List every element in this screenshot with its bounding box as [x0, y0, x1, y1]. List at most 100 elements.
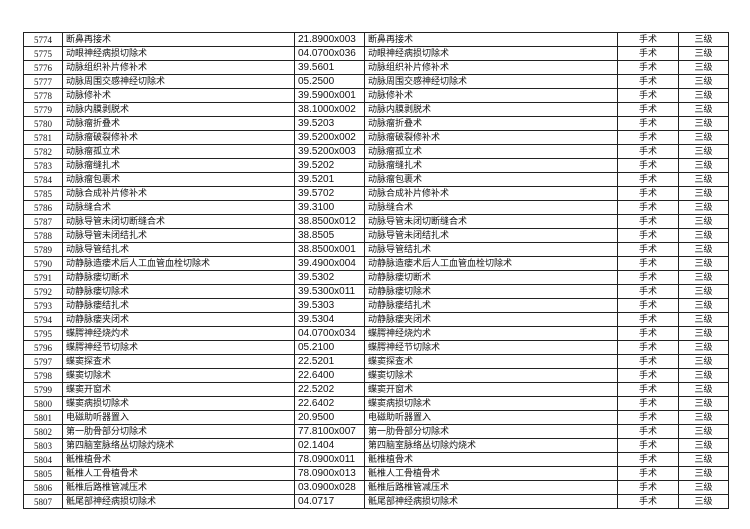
grade: 三级: [678, 340, 729, 355]
procedure-name-alt: 动静脉造瘘术后人工血管血栓切除术: [364, 256, 618, 271]
grade: 三级: [678, 60, 729, 75]
table-row: 5782 动脉瘤孤立术 39.5200x003 动脉瘤孤立术 手术 三级: [23, 144, 729, 159]
table-row: 5779 动脉内膜剥脱术 38.1000x002 动脉内膜剥脱术 手术 三级: [23, 102, 729, 117]
procedure-name-alt: 动脉瘤缝扎术: [364, 158, 618, 173]
procedure-code: 05.2500: [294, 74, 365, 89]
procedure-name: 动脉瘤缝扎术: [62, 158, 295, 173]
table-row: 5775 动眼神经病损切除术 04.0700x036 动眼神经病损切除术 手术 三级: [23, 46, 729, 61]
procedure-name-alt: 骶椎人工骨植骨术: [364, 466, 618, 481]
table-row: 5774 断鼻再接术 21.8900x003 断鼻再接术 手术 三级: [23, 32, 729, 47]
table-row: 5800 蝶窦病损切除术 22.6402 蝶窦病损切除术 手术 三级: [23, 396, 729, 411]
procedure-code: 77.8100x007: [294, 424, 365, 439]
procedure-name-alt: 动眼神经病损切除术: [364, 46, 618, 61]
procedure-name-alt: 动脉导管结扎术: [364, 242, 618, 257]
row-number: 5781: [23, 130, 63, 145]
table-row: 5776 动脉组织补片修补术 39.5601 动脉组织补片修补术 手术 三级: [23, 60, 729, 75]
category: 手术: [617, 200, 679, 215]
procedure-code: 22.5202: [294, 382, 365, 397]
procedure-name-alt: 第一肋骨部分切除术: [364, 424, 618, 439]
table-row: 5789 动脉导管结扎术 38.8500x001 动脉导管结扎术 手术 三级: [23, 242, 729, 257]
category: 手术: [617, 438, 679, 453]
row-number: 5790: [23, 256, 63, 271]
procedure-code: 22.6400: [294, 368, 365, 383]
procedure-name: 动脉缝合术: [62, 200, 295, 215]
procedure-name: 蝶腭神经烧灼术: [62, 326, 295, 341]
row-number: 5794: [23, 312, 63, 327]
category: 手术: [617, 88, 679, 103]
procedure-code: 04.0700x036: [294, 46, 365, 61]
row-number: 5779: [23, 102, 63, 117]
row-number: 5783: [23, 158, 63, 173]
table-row: 5781 动脉瘤破裂修补术 39.5200x002 动脉瘤破裂修补术 手术 三级: [23, 130, 729, 145]
procedure-code: 21.8900x003: [294, 32, 365, 47]
procedure-code: 22.5201: [294, 354, 365, 369]
grade: 三级: [678, 494, 729, 509]
table-row: 5796 蝶腭神经节切除术 05.2100 蝶腭神经节切除术 手术 三级: [23, 340, 729, 355]
procedure-name-alt: 蝶窦开窗术: [364, 382, 618, 397]
row-number: 5804: [23, 452, 63, 467]
row-number: 5798: [23, 368, 63, 383]
procedure-name-alt: 蝶窦切除术: [364, 368, 618, 383]
category: 手术: [617, 368, 679, 383]
row-number: 5774: [23, 32, 63, 47]
procedure-name-alt: 电磁助听器置入: [364, 410, 618, 425]
row-number: 5802: [23, 424, 63, 439]
procedure-code: 39.5300x011: [294, 284, 365, 299]
grade: 三级: [678, 158, 729, 173]
grade: 三级: [678, 186, 729, 201]
row-number: 5775: [23, 46, 63, 61]
row-number: 5786: [23, 200, 63, 215]
grade: 三级: [678, 298, 729, 313]
category: 手术: [617, 452, 679, 467]
procedure-name: 蝶窦病损切除术: [62, 396, 295, 411]
grade: 三级: [678, 466, 729, 481]
category: 手术: [617, 480, 679, 495]
procedure-code: 39.5202: [294, 158, 365, 173]
procedure-name-alt: 蝶窦病损切除术: [364, 396, 618, 411]
table-row: 5805 骶椎人工骨植骨术 78.0900x013 骶椎人工骨植骨术 手术 三级: [23, 466, 729, 481]
grade: 三级: [678, 242, 729, 257]
category: 手术: [617, 116, 679, 131]
row-number: 5776: [23, 60, 63, 75]
procedure-name: 动静脉瘘切除术: [62, 284, 295, 299]
procedure-name-alt: 动静脉瘘切除术: [364, 284, 618, 299]
procedure-name: 断鼻再接术: [62, 32, 295, 47]
category: 手术: [617, 382, 679, 397]
procedure-code: 38.8500x012: [294, 214, 365, 229]
procedure-name-alt: 动脉瘤包裹术: [364, 172, 618, 187]
category: 手术: [617, 298, 679, 313]
grade: 三级: [678, 102, 729, 117]
procedure-name: 动脉修补术: [62, 88, 295, 103]
procedure-name: 第一肋骨部分切除术: [62, 424, 295, 439]
category: 手术: [617, 60, 679, 75]
procedure-name: 动脉瘤折叠术: [62, 116, 295, 131]
procedure-name: 动静脉瘘结扎术: [62, 298, 295, 313]
grade: 三级: [678, 326, 729, 341]
procedure-name: 动静脉瘘切断术: [62, 270, 295, 285]
procedure-name: 电磁助听器置入: [62, 410, 295, 425]
procedure-name-alt: 骶椎后路椎管减压术: [364, 480, 618, 495]
procedure-code: 39.5201: [294, 172, 365, 187]
procedure-code: 02.1404: [294, 438, 365, 453]
procedure-code: 39.5303: [294, 298, 365, 313]
procedure-code: 39.5601: [294, 60, 365, 75]
grade: 三级: [678, 382, 729, 397]
row-number: 5788: [23, 228, 63, 243]
table-row: 5794 动静脉瘘夹闭术 39.5304 动静脉瘘夹闭术 手术 三级: [23, 312, 729, 327]
category: 手术: [617, 158, 679, 173]
category: 手术: [617, 186, 679, 201]
grade: 三级: [678, 452, 729, 467]
procedure-name-alt: 骶椎植骨术: [364, 452, 618, 467]
table-row: 5790 动静脉造瘘术后人工血管血栓切除术 39.4900x004 动静脉造瘘术后人工…: [23, 256, 729, 271]
table-row: 5785 动脉合成补片修补术 39.5702 动脉合成补片修补术 手术 三级: [23, 186, 729, 201]
category: 手术: [617, 46, 679, 61]
category: 手术: [617, 270, 679, 285]
grade: 三级: [678, 228, 729, 243]
table-row: 5788 动脉导管未闭结扎术 38.8505 动脉导管未闭结扎术 手术 三级: [23, 228, 729, 243]
row-number: 5789: [23, 242, 63, 257]
row-number: 5787: [23, 214, 63, 229]
procedure-code: 04.0700x034: [294, 326, 365, 341]
procedure-name: 蝶窦切除术: [62, 368, 295, 383]
procedure-name-alt: 动脉修补术: [364, 88, 618, 103]
row-number: 5797: [23, 354, 63, 369]
